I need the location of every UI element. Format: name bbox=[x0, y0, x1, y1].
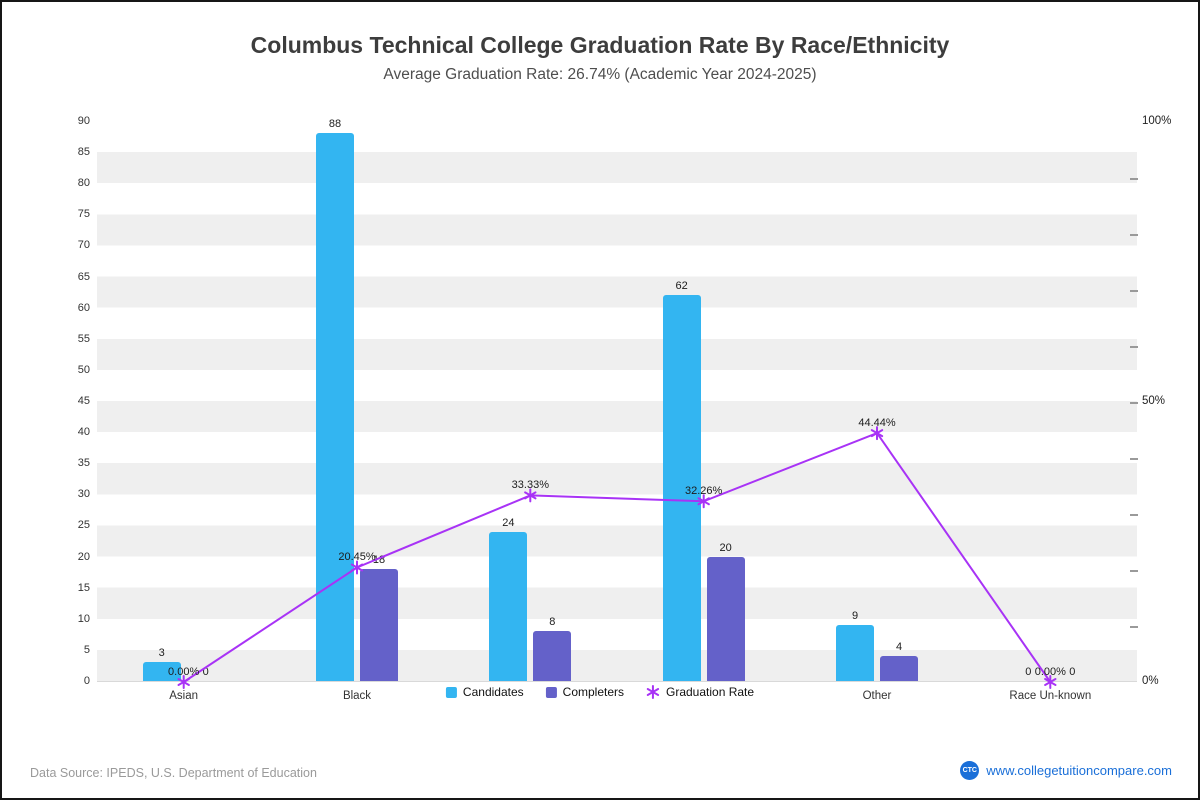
completers-bar bbox=[706, 556, 745, 681]
y-axis-tick-label: 55 bbox=[77, 332, 90, 345]
y-axis-tick-label: 65 bbox=[77, 270, 90, 283]
y-axis-tick-label: 70 bbox=[77, 239, 90, 252]
candidates-value-label: 3 bbox=[158, 647, 165, 660]
completers-bar bbox=[533, 631, 572, 681]
candidates-bar bbox=[142, 662, 181, 681]
candidates-bar bbox=[489, 531, 528, 681]
pct-axis-tick bbox=[1130, 458, 1138, 460]
y-axis-tick-label: 45 bbox=[77, 395, 90, 407]
left-value-axis: 0 5 10 15 20 25 30 35 40 45 50 55 60 65 70 75 80 85 90 bbox=[42, 115, 90, 687]
x-axis-category-label: Black bbox=[342, 690, 372, 702]
candidates-swatch-icon bbox=[445, 686, 457, 698]
plot-area: 3 88 24 62 9 0 0 18 8 20 4 0 0.00% 20.45% 33.33% 32.26%… bbox=[97, 118, 1137, 689]
candidates-value-label: 62 bbox=[675, 280, 688, 293]
pct-axis-tick-label: 100% bbox=[1142, 115, 1172, 127]
y-axis-tick-label: 15 bbox=[77, 581, 90, 594]
completers-bar bbox=[880, 656, 918, 681]
legend-label-candidates: Candidates bbox=[462, 685, 524, 699]
y-axis-tick-label: 85 bbox=[77, 146, 90, 159]
y-axis-tick-label: 20 bbox=[77, 550, 90, 563]
pct-axis-tick bbox=[1130, 514, 1138, 516]
y-axis-tick-label: 30 bbox=[77, 488, 90, 501]
graduation-rate-label: 0.00% bbox=[168, 666, 200, 678]
legend: Candidates Completers Graduation Rate bbox=[431, 682, 769, 702]
legend-label-graduation-rate: Graduation Rate bbox=[666, 685, 755, 699]
completers-value-label: 4 bbox=[895, 641, 903, 654]
pct-axis-tick-label: 0% bbox=[1142, 675, 1159, 687]
asterisk-marker-icon bbox=[646, 685, 660, 699]
y-axis-tick-label: 0 bbox=[83, 675, 90, 687]
candidates-value-label: 88 bbox=[328, 118, 342, 131]
candidates-value-label: 9 bbox=[851, 610, 859, 622]
x-axis-category-label: Other bbox=[862, 690, 892, 702]
y-axis-tick-label: 5 bbox=[83, 643, 90, 656]
graduation-rate-label: 33.33% bbox=[511, 479, 549, 492]
chart-subtitle: Average Graduation Rate: 26.74% (Academi… bbox=[383, 66, 817, 83]
graduation-rate-label: 20.45% bbox=[338, 551, 376, 564]
candidates-value-label: 0 bbox=[1025, 666, 1032, 678]
pct-axis-tick bbox=[1130, 402, 1138, 404]
site-link[interactable]: CTC www.collegetuitioncompare.com bbox=[960, 761, 1172, 780]
legend-item-completers: Completers bbox=[545, 685, 625, 699]
candidates-bar bbox=[836, 625, 874, 681]
graduation-rate-label: 44.44% bbox=[858, 417, 896, 430]
y-axis-tick-label: 35 bbox=[77, 457, 90, 470]
y-axis-tick-label: 25 bbox=[77, 519, 90, 532]
graduation-rate-label: 32.26% bbox=[685, 485, 723, 498]
legend-item-graduation-rate: Graduation Rate bbox=[646, 685, 754, 699]
y-axis-tick-label: 40 bbox=[77, 426, 90, 439]
completers-value-label: 0 bbox=[202, 666, 209, 678]
completers-swatch-icon bbox=[545, 686, 557, 698]
y-axis-tick-label: 75 bbox=[77, 208, 90, 221]
completers-bar bbox=[360, 569, 398, 681]
data-source-text: Data Source: IPEDS, U.S. Department of E… bbox=[30, 766, 317, 780]
y-axis-tick-label: 10 bbox=[77, 612, 90, 625]
pct-axis-tick bbox=[1130, 570, 1138, 572]
candidates-value-label: 24 bbox=[502, 516, 515, 529]
y-axis-tick-label: 60 bbox=[77, 301, 90, 314]
y-axis-tick-label: 80 bbox=[77, 177, 90, 190]
candidates-bar bbox=[316, 133, 354, 681]
pct-axis-tick-label: 50% bbox=[1142, 395, 1166, 407]
pct-axis-tick bbox=[1130, 234, 1138, 236]
ctc-logo: CTC bbox=[960, 761, 980, 780]
legend-label-completers: Completers bbox=[562, 685, 625, 699]
pct-axis-tick bbox=[1130, 178, 1138, 180]
pct-axis-tick bbox=[1130, 346, 1138, 348]
completers-value-label: 20 bbox=[719, 541, 732, 554]
completers-value-label: 8 bbox=[549, 616, 556, 629]
completers-value-label: 0 bbox=[1069, 666, 1076, 678]
y-axis-tick-label: 50 bbox=[77, 363, 90, 376]
x-axis-category-label: Asian bbox=[169, 690, 199, 702]
pct-axis-tick bbox=[1130, 626, 1138, 628]
pct-axis-tick bbox=[1130, 290, 1138, 292]
graduation-rate-line bbox=[97, 122, 1137, 689]
legend-item-candidates: Candidates bbox=[445, 685, 524, 699]
site-url: www.collegetuitioncompare.com bbox=[986, 763, 1172, 778]
chart-title: Columbus Technical College Graduation Ra… bbox=[250, 32, 950, 58]
y-axis-tick-label: 90 bbox=[77, 115, 90, 127]
graduation-rate-label: 0.00% bbox=[1034, 666, 1066, 678]
x-axis-category-label: Race Un-known bbox=[1009, 690, 1092, 702]
